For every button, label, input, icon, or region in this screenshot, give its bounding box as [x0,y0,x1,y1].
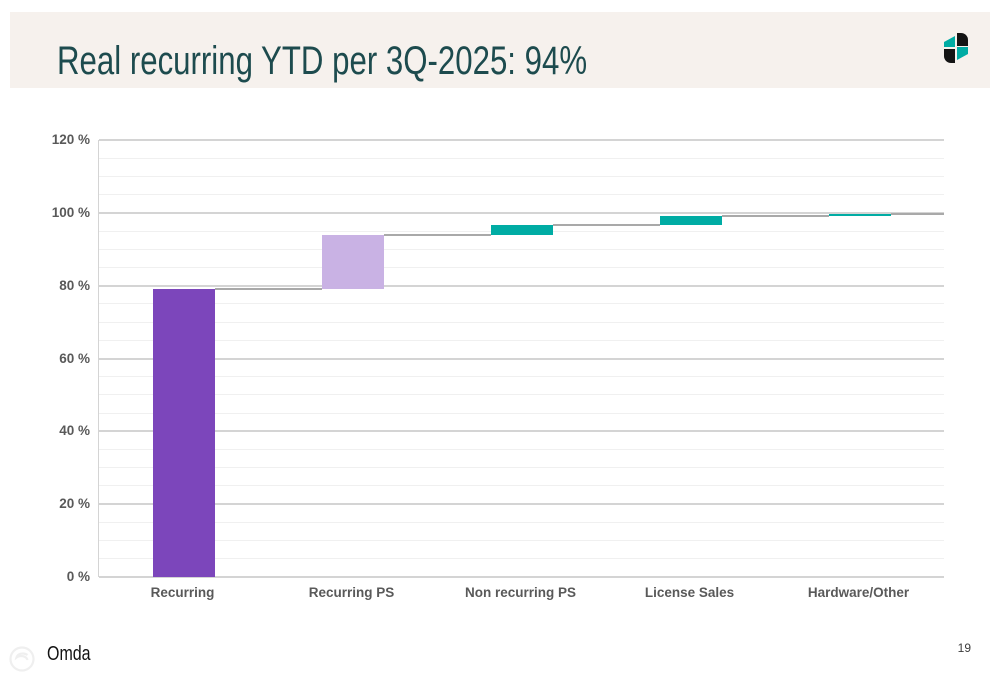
gridline-major [99,357,944,360]
waterfall-bar-recurring [152,289,215,577]
gridline-major [99,284,944,287]
omda-seal-icon [9,646,35,672]
gridline-major [99,211,944,214]
y-tick-label: 40 % [59,423,90,439]
waterfall-connector [383,233,491,236]
header-band: Real recurring YTD per 3Q-2025: 94% [10,12,990,88]
waterfall-bar-recurring-ps [321,234,384,290]
gridline-minor [99,266,944,268]
omda-logo-icon [944,33,968,63]
gridline-major [99,430,944,433]
gridline-minor [99,394,944,396]
gridline-minor [99,412,944,414]
gridline-minor [99,467,944,469]
x-axis-label-recurring-ps: Recurring PS [308,585,395,600]
y-tick-label: 120 % [51,132,90,147]
x-axis-label-recurring: Recurring [150,585,215,600]
gridline-minor [99,485,944,487]
gridline-minor [99,248,944,250]
gridline-minor [99,376,944,378]
gridline-minor [99,175,944,177]
gridline-major [99,139,944,141]
y-tick-label: 80 % [59,277,90,293]
gridline-minor [99,194,944,196]
gridline-major [99,576,944,578]
gridline-minor [99,157,944,159]
gridline-minor [99,339,944,341]
waterfall-connector [214,288,322,291]
gridline-minor [99,321,944,323]
footer-brand: Omda [47,643,91,665]
x-axis-label-license-sales: License Sales [644,585,735,600]
gridline-minor [99,449,944,451]
waterfall-bar-non-recurring-ps [490,224,553,235]
y-tick-label: 20 % [59,496,90,512]
waterfall-connector [552,223,660,226]
gridline-major [99,503,944,506]
gridline-minor [99,521,944,523]
waterfall-connector [890,212,944,215]
x-axis-label-non-recurring-ps: Non recurring PS [464,585,577,600]
waterfall-connector [721,215,829,218]
waterfall-bar-license-sales [659,216,722,225]
slide-title: Real recurring YTD per 3Q-2025: 94% [57,39,588,83]
page-number: 19 [957,641,971,655]
x-axis-label-hardware-other: Hardware/Other [807,585,910,600]
x-axis-labels: Recurring Recurring PS Non recurring PS Lic… [98,585,943,609]
gridline-minor [99,558,944,560]
gridline-minor [99,303,944,305]
y-axis-labels: 0 % 20 % 40 % 60 % 80 % 100 % 120 % [0,132,90,584]
waterfall-bar-hardware-other [828,213,891,217]
gridline-minor [99,540,944,542]
y-tick-label: 60 % [59,350,90,366]
y-tick-label: 100 % [51,204,90,220]
plot-area [98,139,944,578]
y-tick-label: 0 % [66,569,90,584]
